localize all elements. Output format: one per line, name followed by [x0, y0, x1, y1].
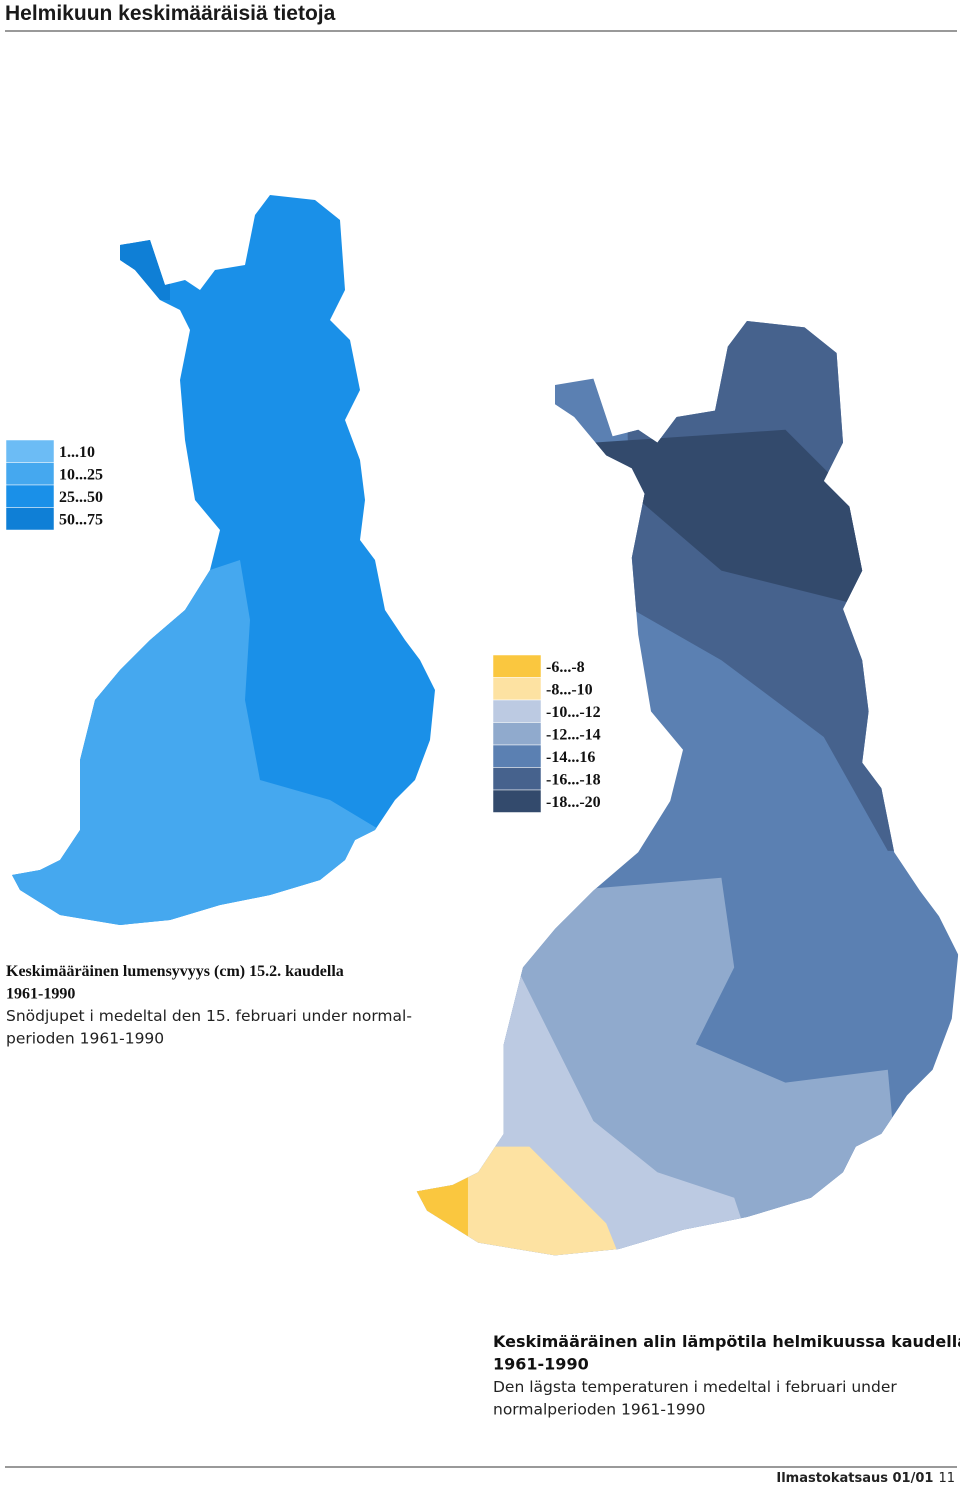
legend-swatch [492, 767, 542, 791]
caption-title: 1961-1990 [6, 986, 75, 1003]
legend-swatch [492, 654, 542, 678]
caption-title: Keskimääräinen lumensyvyys (cm) 15.2. ka… [6, 963, 344, 980]
legend-label: -8...-10 [546, 682, 593, 699]
caption-subtitle: normalperioden 1961-1990 [493, 1401, 705, 1419]
legend-label: 50...75 [59, 512, 103, 529]
legend-label: 25...50 [59, 489, 103, 506]
legend-swatch [492, 722, 542, 746]
legend-swatch [5, 462, 55, 486]
legend-label: -6...-8 [546, 659, 585, 676]
caption: Keskimääräinen lumensyvyys (cm) 15.2. ka… [6, 963, 412, 1048]
legend-swatch [492, 789, 542, 813]
publication: Ilmastokatsaus 01/01 [776, 1471, 933, 1485]
zone [12, 560, 380, 925]
caption-subtitle: Snödjupet i medeltal den 15. februari un… [6, 1007, 412, 1025]
temperature-map [416, 320, 959, 1256]
zone [416, 1172, 468, 1256]
legend-swatch [5, 484, 55, 508]
caption: Keskimääräinen alin lämpötila helmikuuss… [493, 1332, 960, 1419]
caption-subtitle: Den lägsta temperaturen i medeltal i feb… [493, 1378, 897, 1396]
legend-label: 1...10 [59, 444, 95, 461]
legend-label: -10...-12 [546, 704, 601, 721]
caption-subtitle: perioden 1961-1990 [6, 1030, 164, 1048]
zone [593, 429, 875, 609]
legend-swatch [492, 677, 542, 701]
legend-label: -16...-18 [546, 772, 601, 789]
legend-swatch [5, 439, 55, 463]
page-number: 11 [938, 1471, 955, 1485]
page-title: Helmikuun keskimääräisiä tietoja [5, 2, 336, 25]
legend: 1...10 10...25 25...50 50...75 [5, 439, 103, 531]
zone [110, 230, 170, 300]
legend-swatch [492, 699, 542, 723]
legend-label: -18...-20 [546, 794, 601, 811]
legend-swatch [5, 507, 55, 531]
legend-label: -14...16 [546, 749, 595, 766]
footer: Ilmastokatsaus 01/01 11 [776, 1471, 955, 1485]
legend: -6...-8 -8...-10 -10...-12 -12...-14 -14...1… [492, 654, 601, 813]
caption-title: Keskimääräinen alin lämpötila helmikuuss… [493, 1332, 960, 1351]
caption-title: 1961-1990 [493, 1355, 589, 1374]
legend-label: 10...25 [59, 467, 103, 484]
legend-swatch [492, 744, 542, 768]
legend-label: -12...-14 [546, 727, 601, 744]
